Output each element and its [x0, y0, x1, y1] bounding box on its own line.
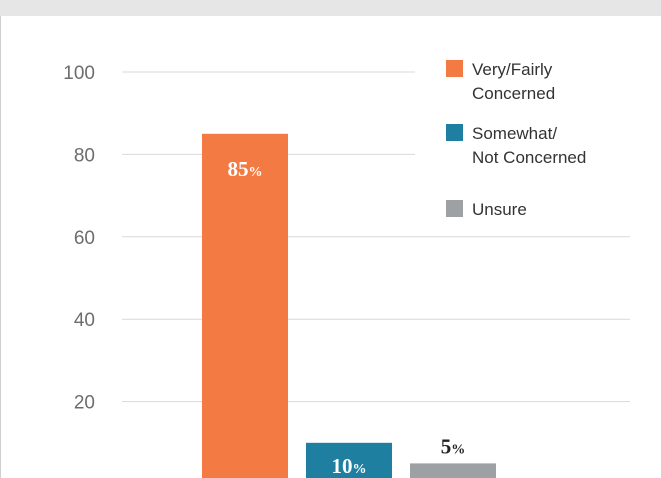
bar	[410, 463, 496, 478]
y-tick-label: 80	[74, 145, 95, 166]
bar-value: 5	[441, 434, 452, 458]
legend-item: Unsure	[446, 200, 527, 219]
y-axis-ticks: 100 80 60 40 20	[63, 63, 95, 414]
bar-data-labels: 85%10%5%	[228, 157, 466, 478]
y-tick-label: 40	[74, 310, 95, 331]
bar-value-unit: %	[451, 442, 465, 457]
legend-swatch	[446, 200, 463, 217]
bars	[202, 133, 496, 478]
y-tick-label: 100	[63, 63, 95, 84]
y-tick-label: 60	[74, 228, 95, 249]
bar-value-unit: %	[249, 165, 263, 180]
bar-value-unit: %	[353, 462, 367, 477]
legend-label: Concerned	[472, 84, 555, 103]
header-band	[0, 0, 661, 16]
bar-data-label: 85%	[228, 157, 263, 181]
bar-value: 85	[228, 157, 249, 181]
legend-label: Very/Fairly	[472, 60, 553, 79]
legend-item: Somewhat/Not Concerned	[446, 124, 586, 167]
bar-data-label: 5%	[441, 434, 466, 458]
legend: Very/Fairly Concerned Somewhat/Not Concern…	[446, 60, 586, 219]
bar	[202, 133, 288, 478]
bar	[306, 442, 392, 478]
legend-label: Not Concerned	[472, 148, 586, 167]
legend-item: Very/Fairly Concerned	[446, 60, 555, 103]
bar-value: 10	[332, 454, 353, 478]
legend-swatch	[446, 60, 463, 77]
legend-swatch	[446, 124, 463, 141]
legend-label: Unsure	[472, 200, 527, 219]
bar-data-label: 10%	[332, 454, 367, 478]
legend-label: Somewhat/	[472, 124, 557, 143]
y-tick-label: 20	[74, 393, 95, 414]
gridlines	[122, 71, 630, 403]
